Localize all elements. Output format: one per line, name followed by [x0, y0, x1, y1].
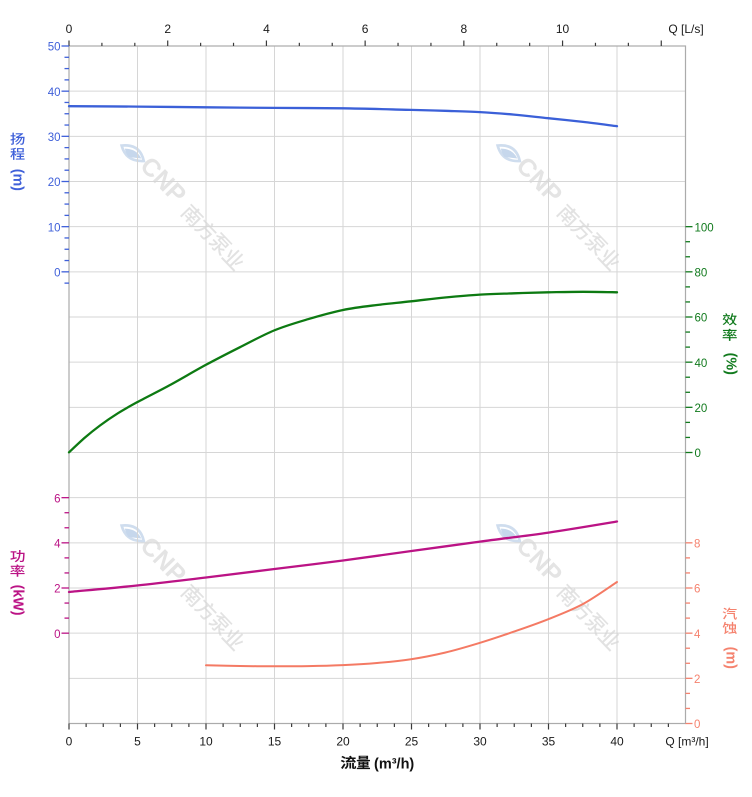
svg-text:80: 80: [695, 268, 708, 280]
svg-text:35: 35: [542, 735, 556, 749]
svg-text:8: 8: [694, 539, 700, 551]
svg-text:30: 30: [473, 735, 487, 749]
svg-text:(%): (%): [723, 353, 739, 375]
svg-text:20: 20: [695, 403, 708, 415]
svg-text:0: 0: [54, 268, 60, 280]
svg-text:10: 10: [556, 22, 570, 36]
svg-text:0: 0: [54, 629, 60, 641]
svg-text:4: 4: [54, 539, 61, 551]
svg-text:2: 2: [694, 674, 700, 686]
svg-text:40: 40: [695, 358, 708, 370]
svg-text:40: 40: [610, 735, 624, 749]
svg-text:40: 40: [48, 87, 61, 99]
svg-text:0: 0: [66, 22, 73, 36]
svg-text:0: 0: [66, 735, 73, 749]
svg-text:0: 0: [695, 448, 701, 460]
svg-text:6: 6: [362, 22, 369, 36]
svg-text:6: 6: [694, 584, 700, 596]
svg-text:60: 60: [695, 313, 708, 325]
svg-text:(kW): (kW): [10, 585, 26, 616]
svg-text:2: 2: [164, 22, 171, 36]
svg-text:20: 20: [336, 735, 350, 749]
svg-text:10: 10: [199, 735, 213, 749]
svg-text:10: 10: [48, 222, 61, 234]
svg-text:15: 15: [268, 735, 282, 749]
svg-text:(m): (m): [10, 169, 26, 191]
svg-text:25: 25: [405, 735, 419, 749]
svg-text:20: 20: [48, 177, 61, 189]
svg-text:(m³/h): (m³/h): [374, 756, 414, 772]
svg-text:50: 50: [48, 42, 61, 54]
svg-text:4: 4: [694, 629, 701, 641]
svg-text:8: 8: [461, 22, 468, 36]
svg-text:Q [m³/h]: Q [m³/h]: [665, 735, 708, 749]
svg-text:Q [L/s]: Q [L/s]: [668, 22, 703, 36]
svg-text:4: 4: [263, 22, 270, 36]
svg-text:5: 5: [134, 735, 141, 749]
svg-text:100: 100: [695, 222, 714, 234]
svg-text:(m): (m): [723, 647, 739, 669]
svg-text:6: 6: [54, 493, 60, 505]
svg-text:0: 0: [694, 719, 700, 731]
svg-text:30: 30: [48, 132, 61, 144]
svg-text:2: 2: [54, 584, 60, 596]
